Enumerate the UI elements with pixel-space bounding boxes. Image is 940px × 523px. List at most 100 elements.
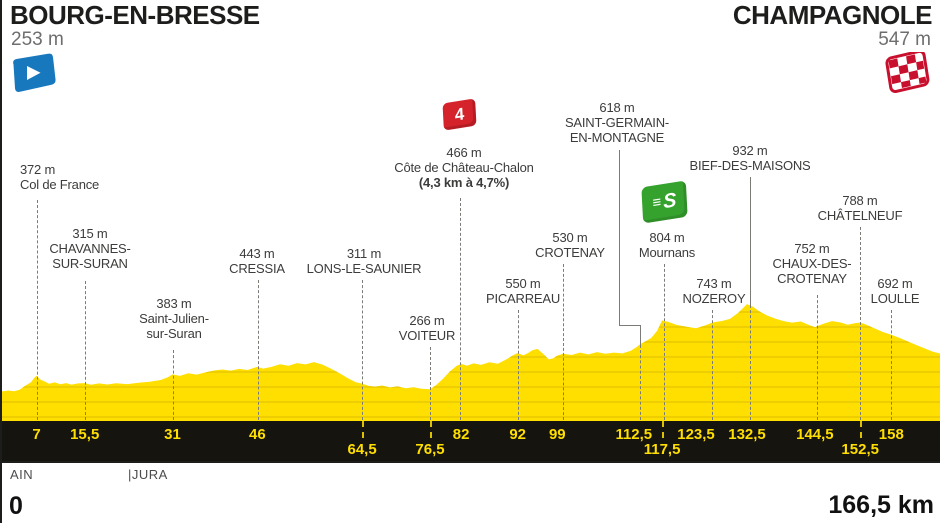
start-city-title: BOURG-EN-BRESSE [10, 0, 260, 30]
km-marker-112-5: 112,5 [615, 426, 653, 443]
km-marker-152-5: 152,5 [841, 441, 879, 458]
km-marker-band: 7 15,5 31 46 64,5 76,5 82 92 99 112,5 117,5 123,5 13… [2, 421, 940, 461]
waypoint-label-saint-julien-sur-suran: 383 m Saint-Julien-sur-Suran [139, 296, 209, 341]
waypoint-elevation: 788 m [842, 193, 878, 208]
leader-line-col-de-france [37, 200, 38, 420]
waypoint-label-loulle: 692 m LOULLE [871, 276, 920, 306]
waypoint-name: VOITEUR [398, 328, 456, 343]
waypoint-name: PICARREAU [485, 291, 561, 306]
waypoint-label-mournans: 804 m Mournans [639, 230, 695, 260]
leader-line-chaux-des-crotenay [817, 295, 818, 420]
department-label-jura: |JURA [128, 467, 168, 482]
category-4-climb-icon: 4 [442, 98, 477, 131]
waypoint-elevation: 804 m [649, 230, 685, 245]
leader-line-bief-des-maisons [750, 177, 751, 305]
waypoint-elevation: 315 m [72, 226, 108, 241]
waypoint-name: EN-MONTAGNE [569, 130, 665, 145]
sprint-speed-lines: ≡ [652, 193, 662, 212]
leader-line-chavannes-sur-suran [85, 281, 86, 420]
waypoint-name: Saint-Julien- [139, 311, 209, 326]
waypoint-label-chavannes-sur-suran: 315 m CHAVANNES- SUR-SURAN [49, 226, 131, 271]
category-4-number: 4 [454, 103, 465, 125]
km-marker-64-5: 64,5 [347, 441, 377, 458]
waypoint-name: BIEF-DES-MAISONS [689, 158, 811, 173]
finish-flag-icon [885, 49, 931, 103]
waypoint-label-cressia: 443 m CRESSIA [229, 246, 285, 276]
waypoint-elevation: 692 m [877, 276, 913, 291]
waypoint-name: CROTENAY [535, 245, 605, 260]
waypoint-name: LOULLE [870, 291, 920, 306]
band-tick-dash [662, 421, 665, 438]
leader-elbow-saint-germain-en-montagne [619, 325, 640, 326]
km-marker-7: 7 [32, 426, 41, 443]
leader-line-lons-le-saunier [362, 280, 363, 420]
km-marker-132-5: 132,5 [728, 426, 766, 443]
waypoint-name: LONS-LE-SAUNIER [306, 261, 422, 276]
waypoint-name: CHÂTELNEUF [817, 208, 903, 223]
waypoint-name: CHAUX-DES- [772, 256, 852, 271]
waypoint-label-voiteur: 266 m VOITEUR [398, 313, 456, 343]
km-marker-158: 158 [878, 426, 904, 443]
band-tick-dash [362, 421, 365, 438]
start-flag-icon [10, 53, 56, 99]
sprint-letter: S [662, 188, 677, 213]
sprint-flag-icon: ≡ S [641, 180, 688, 224]
waypoint-name: CRESSIA [229, 261, 285, 276]
waypoint-elevation: 266 m [409, 313, 445, 328]
waypoint-name: SUR-SURAN [52, 256, 128, 271]
waypoint-elevation: 443 m [239, 246, 275, 261]
leader-line-cote-de-chateau-chalon [460, 198, 461, 420]
waypoint-name: CROTENAY [777, 271, 847, 286]
km-marker-76-5: 76,5 [415, 441, 445, 458]
waypoint-name: Mournans [638, 245, 696, 260]
leader-line-cressia [258, 280, 259, 420]
waypoint-label-saint-germain-en-montagne: 618 m SAINT-GERMAIN- EN-MONTAGNE [565, 100, 669, 145]
waypoint-label-chatelneuf: 788 m CHÂTELNEUF [818, 193, 903, 223]
waypoint-name: sur-Suran [146, 326, 202, 341]
waypoint-label-col-de-france: 372 m Col de France [20, 162, 99, 192]
leader-line-saint-germain-en-montagne [640, 345, 641, 420]
km-marker-99: 99 [548, 426, 566, 443]
waypoint-elevation: 550 m [505, 276, 541, 291]
waypoint-elevation: 530 m [552, 230, 588, 245]
waypoint-label-chaux-des-crotenay: 752 m CHAUX-DES- CROTENAY [773, 241, 852, 286]
band-tick-dash [430, 421, 432, 438]
waypoint-elevation: 752 m [794, 241, 830, 256]
leader-line-mournans [664, 264, 665, 420]
waypoint-elevation: 372 m [20, 162, 56, 177]
km-marker-144-5: 144,5 [796, 426, 834, 443]
waypoint-label-picarreau: 550 m PICARREAU [486, 276, 560, 306]
waypoint-label-nozeroy: 743 m NOZEROY [683, 276, 746, 306]
km-marker-15-5: 15,5 [70, 426, 100, 443]
waypoint-elevation: 311 m [346, 246, 382, 261]
waypoint-name: Col de France [20, 177, 100, 192]
leader-line-crotenay [563, 264, 564, 420]
waypoint-elevation: 932 m [732, 143, 768, 158]
finish-city-title: CHAMPAGNOLE [732, 0, 933, 30]
department-label-ain: AIN [10, 467, 34, 482]
waypoint-elevation: 743 m [696, 276, 732, 291]
waypoint-name: Côte de Château-Chalon [394, 160, 534, 175]
waypoint-elevation: 383 m [156, 296, 192, 311]
waypoint-elevation: 618 m [599, 100, 635, 115]
waypoint-name: NOZEROY [682, 291, 746, 306]
waypoint-label-crotenay: 530 m CROTENAY [535, 230, 605, 260]
band-tick-dash [860, 421, 863, 438]
leader-line-picarreau [518, 310, 519, 420]
leader-line-bief-des-maisons [750, 305, 751, 420]
waypoint-elevation: 466 m [446, 145, 482, 160]
start-km-label: 0 [9, 492, 23, 520]
km-marker-46: 46 [249, 426, 266, 443]
km-marker-92: 92 [509, 426, 527, 443]
department-strip: AIN |JURA 0 166,5 km [2, 461, 940, 523]
leader-line-saint-julien-sur-suran [173, 350, 174, 420]
waypoint-label-cote-de-chateau-chalon: 466 m Côte de Château-Chalon (4,3 km à 4,7… [394, 145, 534, 190]
km-marker-123-5: 123,5 [677, 426, 715, 443]
leader-line-voiteur [430, 347, 431, 420]
start-elevation: 253 m [11, 29, 64, 50]
elevation-area [2, 304, 940, 421]
leader-line-loulle [891, 310, 892, 420]
km-marker-31: 31 [164, 426, 181, 443]
leader-line-nozeroy [712, 310, 713, 420]
